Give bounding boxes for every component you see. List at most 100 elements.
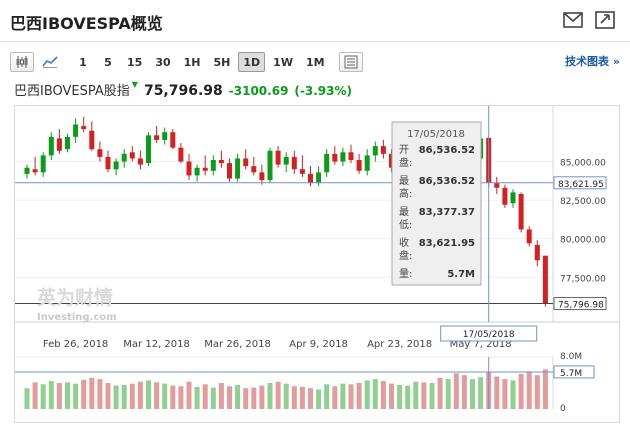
volume-bar: [348, 384, 354, 409]
candle-body: [283, 156, 289, 165]
period-1m[interactable]: 1M: [305, 55, 325, 69]
candle-body: [235, 158, 241, 179]
candle-body: [97, 149, 103, 157]
date-tick-label: Feb 26, 2018: [43, 339, 108, 350]
volume-bar: [316, 389, 322, 409]
period-1h[interactable]: 1H: [183, 55, 201, 69]
price-axis: 85,000.00 82,500.00 80,000.00 77,500.00: [552, 106, 606, 322]
candle-body: [154, 135, 160, 140]
candle-body: [324, 153, 330, 173]
volume-bar: [89, 377, 95, 409]
candle-body: [81, 126, 87, 130]
volume-bar: [202, 384, 208, 409]
volume-bar: [275, 381, 281, 409]
volume-bar: [340, 383, 346, 409]
chart-toolbar: 1 5 15 30 1H 5H 1D 1W 1M 技术图表 »: [10, 49, 620, 75]
candle-body: [137, 158, 143, 165]
tooltip-label: 收盘:: [399, 236, 412, 262]
candle-body: [510, 192, 516, 204]
period-5h[interactable]: 5H: [213, 55, 231, 69]
candle-body: [48, 136, 54, 156]
candle-body: [129, 152, 135, 159]
candle-body: [56, 138, 62, 151]
volume-bar: [445, 379, 451, 409]
volume-bar: [210, 387, 216, 409]
period-1w[interactable]: 1W: [273, 55, 293, 69]
tooltip-label: 量:: [399, 268, 412, 280]
candle-body: [73, 124, 79, 137]
volume-bar: [291, 386, 297, 409]
volume-bar: [121, 384, 127, 409]
period-1d[interactable]: 1D: [238, 52, 266, 72]
volume-bar: [429, 383, 435, 409]
volume-bar: [372, 379, 378, 409]
period-1[interactable]: 1: [79, 55, 87, 69]
candle-body: [40, 155, 46, 173]
volume-bar: [478, 377, 484, 409]
close-box-icon[interactable]: [594, 10, 616, 30]
watermark: 英为财情 Investing.com: [37, 286, 117, 323]
candle-body: [178, 147, 184, 162]
volume-bar: [129, 383, 135, 409]
volume-bar: [461, 375, 467, 409]
envelope-icon[interactable]: [562, 10, 584, 30]
widget-title: 巴西IBOVESPA概览: [10, 14, 163, 33]
down-triangle-icon: ▼: [131, 80, 138, 89]
candlestick-icon[interactable]: [10, 52, 34, 72]
chart-settings-icon[interactable]: [338, 52, 363, 72]
volume-bar: [437, 377, 443, 409]
candle-body: [308, 173, 313, 184]
period-30[interactable]: 30: [155, 55, 171, 69]
last-price-box: [553, 297, 607, 311]
candle-body: [218, 160, 224, 164]
volume-bar: [243, 388, 249, 409]
volume-bar: [267, 383, 273, 409]
volume-bar: [137, 381, 143, 409]
volume-tick-label: 0: [560, 404, 566, 414]
volume-bar: [299, 386, 305, 409]
price-change: -3100.69: [228, 84, 289, 98]
crosshair: 83,621.95 17/05/2018 5.7M: [15, 106, 607, 409]
volume-bar: [518, 373, 524, 409]
volume-bar: [81, 379, 87, 409]
candlestick-chart[interactable]: 85,000.00 82,500.00 80,000.00 77,500.00 75,…: [15, 106, 619, 422]
crosshair-volume-box: [553, 365, 595, 379]
candle-body: [24, 167, 30, 174]
period-5[interactable]: 5: [104, 55, 112, 69]
tooltip-label: 最低:: [399, 206, 412, 231]
crosshair-price-box: [553, 176, 607, 190]
volume-bar: [470, 379, 475, 409]
candle-body: [65, 136, 70, 150]
volume-bar: [113, 385, 119, 409]
volume-bar: [397, 384, 403, 409]
volume-bar: [178, 386, 184, 409]
volume-bar: [405, 385, 411, 409]
volume-bar: [48, 381, 54, 409]
volume-bar: [65, 382, 70, 409]
candle-body: [170, 132, 176, 148]
tooltip-box: [391, 121, 482, 286]
volume-bar: [146, 380, 151, 409]
candle-body: [243, 158, 249, 167]
candle-body: [194, 167, 200, 176]
period-15[interactable]: 15: [127, 55, 143, 69]
crosshair-date-label: 17/05/2018: [463, 330, 515, 340]
candle-body: [299, 169, 305, 174]
line-chart-icon[interactable]: [37, 52, 63, 72]
advanced-chart-link[interactable]: 技术图表 »: [565, 55, 620, 68]
price-change-percent: (-3.93%): [294, 84, 353, 98]
date-tick-label: Apr 23, 2018: [367, 339, 432, 350]
candle-body: [291, 156, 297, 170]
volume-bar: [308, 388, 313, 409]
tooltip-value: 86,536.52: [419, 176, 475, 187]
tooltip-label: 最高:: [399, 175, 412, 200]
candle-body: [526, 229, 532, 244]
volume-bar: [162, 383, 168, 409]
tooltip-value: 86,536.52: [419, 145, 475, 156]
volume-bar: [40, 384, 46, 409]
crosshair-date-box: [440, 325, 538, 342]
candle-body: [32, 169, 38, 173]
chart-area[interactable]: 85,000.00 82,500.00 80,000.00 77,500.00 75,…: [14, 105, 620, 423]
volume-bar: [235, 384, 241, 409]
